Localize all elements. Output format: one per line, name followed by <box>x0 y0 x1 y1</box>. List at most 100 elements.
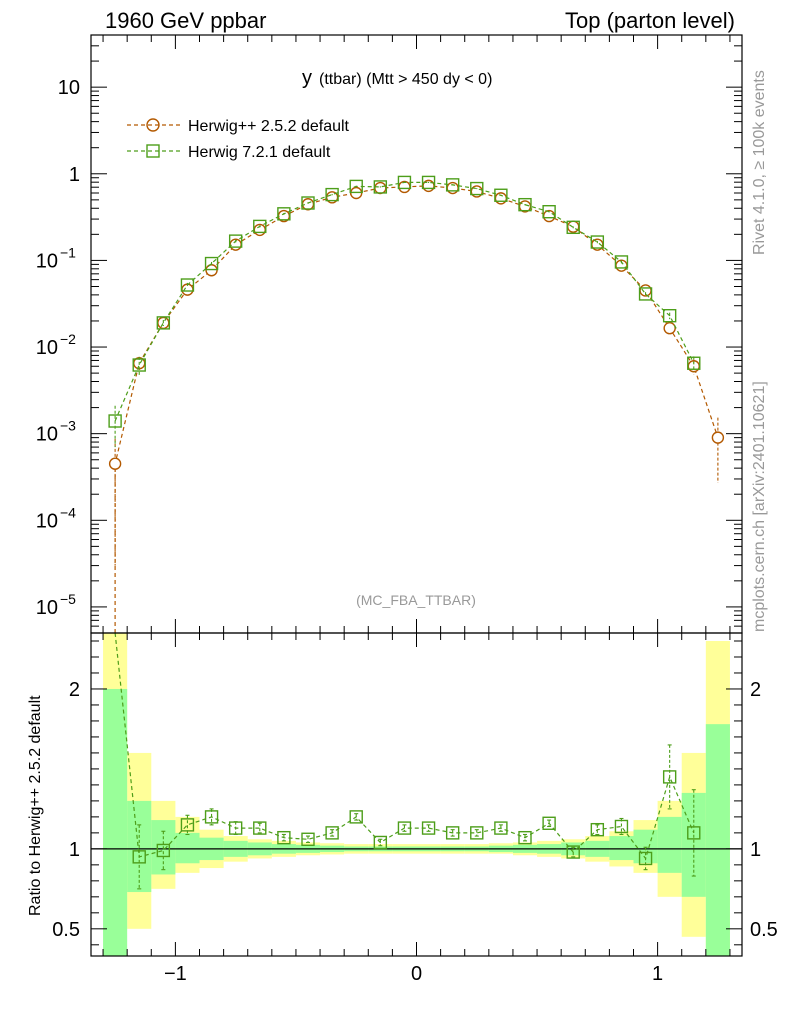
data-point-herwig721 <box>542 205 556 219</box>
ratio-bands <box>103 633 730 956</box>
y-tick-label-exponent: −2 <box>60 331 76 347</box>
ratio-point <box>518 830 532 845</box>
data-point-herwig721 <box>132 358 146 372</box>
data-point-herwig721 <box>180 278 195 292</box>
ratio-point <box>445 826 460 840</box>
ratio-point <box>421 821 436 835</box>
y-tick-label-upper: 10 <box>36 510 58 532</box>
y-tick-label-lower-right: 2 <box>750 679 761 701</box>
data-point-herwig252 <box>398 180 411 194</box>
data-point-herwig721 <box>614 255 629 269</box>
y-tick-label-upper: 1 <box>69 164 80 186</box>
y-tick-label-upper: 10 <box>36 250 58 272</box>
ratio-point <box>301 832 315 846</box>
data-point-herwig252 <box>374 181 387 195</box>
ratio-point <box>590 822 605 837</box>
ratio-point <box>397 821 412 835</box>
data-point-herwig721 <box>253 219 267 234</box>
legend-marker-herwig252 <box>146 118 160 132</box>
data-point-herwig252 <box>663 321 676 335</box>
ratio-point <box>253 821 267 835</box>
data-point-herwig721 <box>228 234 243 248</box>
ratio-series-layer <box>114 632 701 890</box>
legend-marker-herwig721 <box>146 144 160 158</box>
mcplots-note: mcplots.cern.ch [arXiv:2401.10621] <box>751 381 768 632</box>
data-point-herwig721 <box>470 181 484 196</box>
x-tick-label: 0 <box>411 963 422 985</box>
ratio-point <box>638 851 653 866</box>
y-tick-label-upper: 10 <box>36 597 58 619</box>
ratio-point <box>204 810 219 824</box>
data-point-herwig721 <box>397 175 412 190</box>
y-tick-label-lower-right: 1 <box>750 839 761 861</box>
legend-label-herwig721: Herwig 7.2.1 default <box>188 144 331 161</box>
ratio-point <box>470 826 484 840</box>
data-point-herwig721 <box>638 287 653 301</box>
analysis-tag: (MC_FBA_TTBAR) <box>356 592 476 608</box>
y-tick-label-lower: 2 <box>69 679 80 701</box>
ratio-point <box>156 843 171 858</box>
band-green-bin <box>609 836 634 861</box>
legend-label-herwig252: Herwig++ 2.5.2 default <box>188 118 350 135</box>
data-point-herwig721 <box>590 235 605 249</box>
y-tick-label-lower-right: 0.5 <box>750 919 778 941</box>
data-point-herwig252 <box>108 457 122 470</box>
band-green-bin <box>657 816 682 873</box>
data-point-herwig721 <box>662 309 677 323</box>
x-tick-label: −1 <box>164 963 187 985</box>
plot-title-main: y <box>302 67 312 89</box>
ratio-point <box>566 845 580 859</box>
band-green-bin <box>103 688 128 956</box>
y-tick-label-upper: 10 <box>36 424 58 446</box>
data-point-herwig721 <box>108 414 122 428</box>
ratio-axis-label: Ratio to Herwig++ 2.5.2 default <box>27 695 44 916</box>
rivet-version-note: Rivet 4.1.0, ≥ 100k events <box>751 70 768 255</box>
data-point-herwig252 <box>494 192 508 205</box>
y-tick-label-upper: 10 <box>58 77 80 99</box>
y-tick-label-exponent: −5 <box>60 591 76 607</box>
ratio-point <box>228 821 243 835</box>
series-line-1 <box>114 181 695 422</box>
data-point-herwig252 <box>446 181 459 195</box>
ratio-point <box>494 821 508 835</box>
band-green-bin <box>175 832 200 864</box>
y-tick-label-exponent: −3 <box>60 418 76 434</box>
band-green-bin <box>705 724 730 956</box>
data-point-herwig721 <box>156 316 171 330</box>
y-tick-label-lower: 1 <box>69 839 80 861</box>
ratio-point <box>373 835 388 850</box>
ratio-point <box>132 850 146 864</box>
y-tick-label-exponent: −4 <box>60 504 76 520</box>
data-point-herwig721 <box>518 197 532 212</box>
ratio-point <box>687 826 701 840</box>
y-tick-label-lower: 0.5 <box>52 919 80 941</box>
data-point-herwig721 <box>373 180 388 194</box>
data-point-herwig721 <box>301 196 315 210</box>
header-left: 1960 GeV ppbar <box>105 8 266 33</box>
plot-title-sub: (ttbar) (Mtt > 450 dy < 0) <box>319 71 492 88</box>
ratio-series-line <box>114 632 695 860</box>
data-point-herwig721 <box>277 207 291 221</box>
data-point-herwig721 <box>445 178 460 192</box>
data-point-herwig721 <box>687 356 701 370</box>
data-point-herwig721 <box>325 187 339 202</box>
ratio-point <box>542 816 556 830</box>
data-point-herwig721 <box>204 256 219 271</box>
x-tick-label: 1 <box>652 963 663 985</box>
data-point-herwig721 <box>349 179 363 194</box>
header-right: Top (parton level) <box>565 8 735 33</box>
data-point-herwig252 <box>711 431 725 444</box>
ratio-point <box>180 818 195 832</box>
data-point-herwig721 <box>494 188 508 202</box>
series-line-0 <box>114 185 719 633</box>
legend: Herwig++ 2.5.2 default Herwig 7.2.1 defa… <box>127 118 350 161</box>
ratio-point <box>325 826 339 840</box>
lower-frame <box>90 632 743 957</box>
data-point-herwig721 <box>566 220 580 235</box>
ratio-point <box>614 819 629 834</box>
y-tick-label-upper: 10 <box>36 337 58 359</box>
ratio-point <box>349 810 363 824</box>
data-point-herwig721 <box>421 175 436 190</box>
